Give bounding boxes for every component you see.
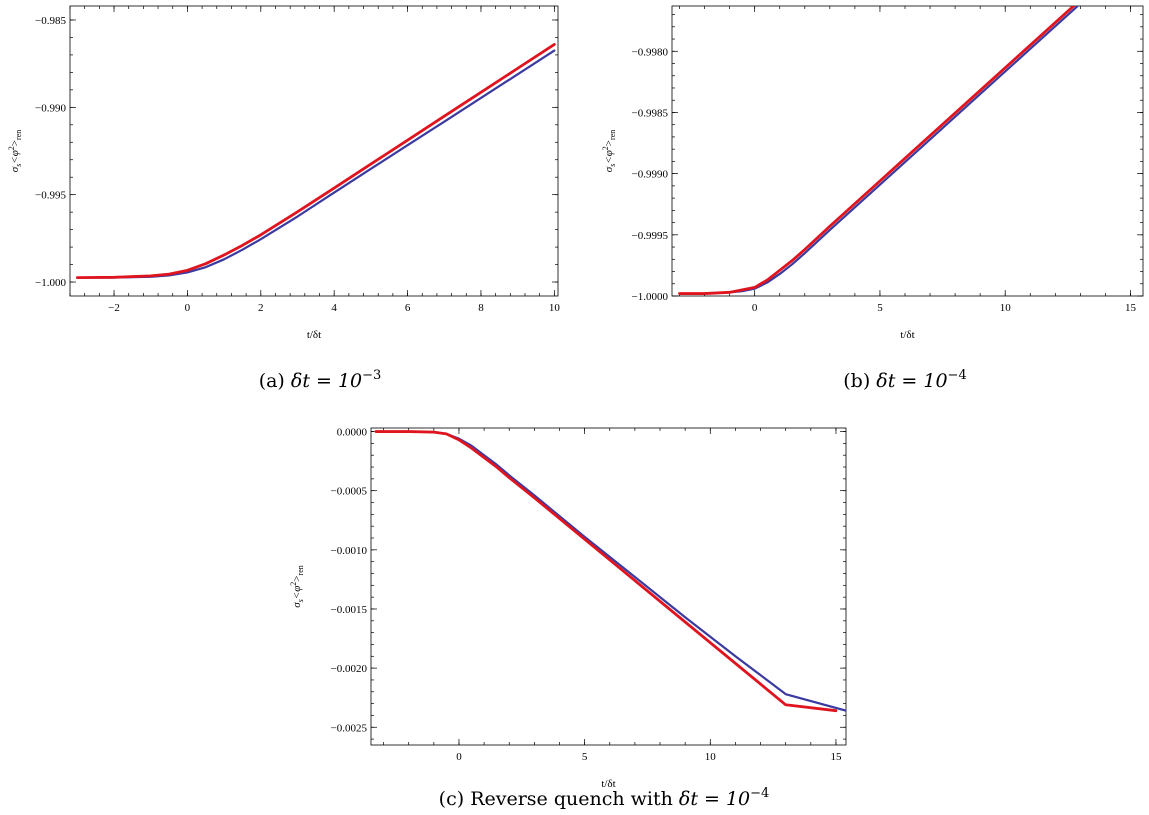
x-tick-label: 0 xyxy=(185,302,191,314)
plot-frame xyxy=(370,427,847,746)
y-tick-label: −0.0005 xyxy=(331,486,368,498)
y-axis-label-part: s xyxy=(14,164,23,167)
y-tick-label: −0.9990 xyxy=(632,169,669,181)
y-tick-label: −0.9995 xyxy=(632,230,669,242)
x-tick-label: 10 xyxy=(705,751,717,763)
y-axis-label: σs<φ2>ren xyxy=(289,565,305,608)
y-axis-label-part: <φ xyxy=(291,586,303,600)
x-tick-label: 8 xyxy=(478,302,484,314)
y-axis-label-part: s xyxy=(608,164,617,167)
y-axis-label-part: > xyxy=(291,575,303,581)
y-axis-label-part: σ xyxy=(9,166,21,172)
panel-caption: (b) δt = 10−4 xyxy=(843,368,966,392)
plot-frame xyxy=(69,5,559,297)
caption-math: δt = 10 xyxy=(679,788,750,810)
x-tick-label: 0 xyxy=(752,302,758,314)
x-axis-label: t/δt xyxy=(900,329,914,341)
y-axis-label-part: ren xyxy=(608,130,617,140)
caption-exponent: −4 xyxy=(948,368,967,383)
series-line-red xyxy=(75,43,556,280)
y-axis-label-part: ren xyxy=(14,130,23,140)
caption-exponent: −3 xyxy=(362,368,381,383)
caption-math: δt = 10 xyxy=(291,370,362,392)
series-group xyxy=(374,430,846,713)
y-tick-label: −0.995 xyxy=(35,190,66,202)
y-tick-label: −0.0015 xyxy=(331,604,368,616)
panel-c: 0 5 10 15 0.0000 −0.0005 −0.0010 −0.0015 −0.0020… xyxy=(289,427,847,810)
x-tick-label: 15 xyxy=(1125,302,1137,314)
y-axis-label-part: s xyxy=(296,599,305,602)
series-group xyxy=(75,43,556,280)
series-group xyxy=(678,6,1080,295)
series-line-red xyxy=(678,6,1076,295)
y-tick-label: −1.000 xyxy=(35,277,66,289)
y-axis-label-part: 2 xyxy=(7,146,16,150)
y-tick-label: −1.0000 xyxy=(632,291,669,303)
series-line-blue xyxy=(374,430,846,712)
series-line-blue xyxy=(678,6,1080,295)
caption-text: Reverse quench with xyxy=(470,788,679,810)
x-tick-label: 10 xyxy=(1000,302,1012,314)
caption-prefix: (c) xyxy=(439,788,471,810)
y-axis-label-part: σ xyxy=(291,602,303,608)
panel-a: −2 0 2 4 6 8 10 −1.000 −0.995 −0.990 −0.985 t/δt σs<… xyxy=(7,5,561,392)
y-axis-label-part: σ xyxy=(603,166,615,172)
x-tick-label: 15 xyxy=(830,751,842,763)
x-tick-label: −2 xyxy=(108,302,120,314)
panel-b: 0 5 10 15 −1.0000 −0.9995 −0.9990 −0.9985 −0.998… xyxy=(601,5,1144,392)
y-axis-label-part: 2 xyxy=(601,146,610,150)
x-tick-label: 6 xyxy=(405,302,411,314)
panel-caption: (c) Reverse quench with δt = 10−4 xyxy=(439,786,770,810)
x-tick-label: 5 xyxy=(877,302,883,314)
y-tick-label: −0.0010 xyxy=(331,545,368,557)
x-tick-label: 5 xyxy=(582,751,588,763)
y-axis-label: σs<φ2>ren xyxy=(601,130,617,173)
caption-prefix: (b) xyxy=(843,370,876,392)
x-tick-label: 10 xyxy=(549,302,561,314)
y-axis-label: σs<φ2>ren xyxy=(7,130,23,173)
y-axis-label-part: > xyxy=(9,140,21,146)
y-axis-label-part: <φ xyxy=(603,150,615,164)
y-tick-label: −0.985 xyxy=(35,15,66,27)
y-axis-label-part: <φ xyxy=(9,150,21,164)
series-line-blue xyxy=(76,49,556,279)
series-line-red xyxy=(374,430,838,713)
caption-prefix: (a) xyxy=(259,370,291,392)
x-tick-label: 4 xyxy=(331,302,337,314)
y-axis-label-part: > xyxy=(603,140,615,146)
y-axis-label-part: 2 xyxy=(289,582,298,586)
x-tick-label: 0 xyxy=(456,751,462,763)
y-tick-label: −0.0025 xyxy=(331,722,368,734)
x-axis-label: t/δt xyxy=(601,778,615,790)
plot-frame xyxy=(671,5,1144,297)
y-tick-label: −0.9985 xyxy=(632,107,669,119)
y-tick-label: −0.0020 xyxy=(331,663,368,675)
x-tick-label: 2 xyxy=(258,302,264,314)
caption-exponent: −4 xyxy=(750,786,769,801)
y-tick-label: −0.9980 xyxy=(632,46,669,58)
y-tick-label: 0.0000 xyxy=(337,427,368,439)
y-axis-label-part: ren xyxy=(296,565,305,575)
caption-math: δt = 10 xyxy=(876,370,947,392)
panel-caption: (a) δt = 10−3 xyxy=(259,368,382,392)
x-axis-label: t/δt xyxy=(307,329,321,341)
y-tick-label: −0.990 xyxy=(35,102,66,114)
